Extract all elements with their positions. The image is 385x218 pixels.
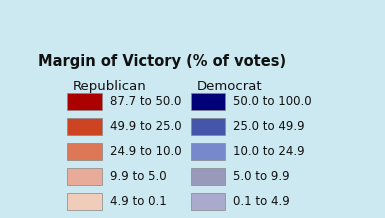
Text: 50.0 to 100.0: 50.0 to 100.0 [233, 95, 311, 108]
Text: Democrat: Democrat [196, 80, 262, 93]
Bar [191, 118, 225, 135]
Text: 0.1 to 4.9: 0.1 to 4.9 [233, 195, 290, 208]
Text: 5.0 to 9.9: 5.0 to 9.9 [233, 170, 290, 183]
Bar [191, 143, 225, 160]
Text: 49.9 to 25.0: 49.9 to 25.0 [110, 120, 181, 133]
Text: 4.9 to 0.1: 4.9 to 0.1 [110, 195, 166, 208]
Text: 24.9 to 10.0: 24.9 to 10.0 [110, 145, 181, 158]
Text: 25.0 to 49.9: 25.0 to 49.9 [233, 120, 305, 133]
Text: 87.7 to 50.0: 87.7 to 50.0 [110, 95, 181, 108]
Text: Republican: Republican [73, 80, 147, 93]
Bar [191, 93, 225, 109]
Bar [67, 93, 102, 109]
Bar [67, 118, 102, 135]
Text: Margin of Victory (% of votes): Margin of Victory (% of votes) [38, 54, 286, 68]
Text: 10.0 to 24.9: 10.0 to 24.9 [233, 145, 305, 158]
Bar [67, 194, 102, 210]
Text: 9.9 to 5.0: 9.9 to 5.0 [110, 170, 166, 183]
Bar [191, 194, 225, 210]
Bar [191, 169, 225, 185]
Bar [67, 169, 102, 185]
Bar [67, 143, 102, 160]
